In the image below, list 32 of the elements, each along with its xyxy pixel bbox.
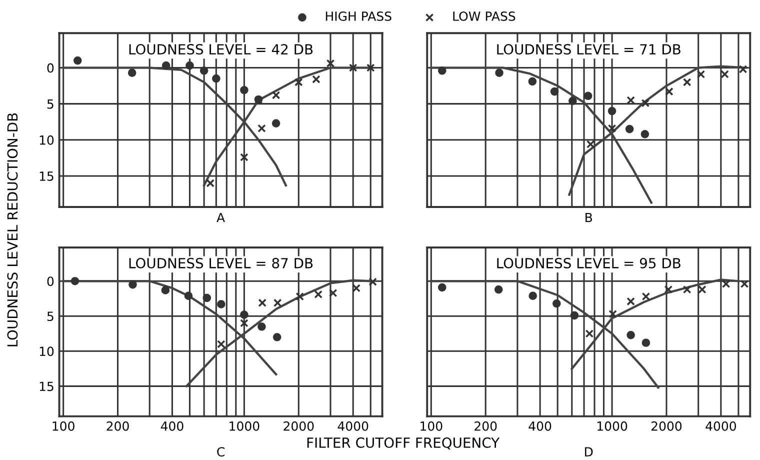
y-tick-label: 15 bbox=[40, 382, 54, 392]
x-tick-label: 200 bbox=[474, 421, 497, 431]
x-tick-label: 1000 bbox=[597, 421, 628, 431]
text: B bbox=[586, 212, 592, 222]
text: LOUDNESS LEVEL = 95 DB bbox=[497, 258, 680, 268]
x-tick-label: 100 bbox=[420, 421, 442, 431]
y-tick-label: 10 bbox=[40, 135, 54, 145]
x-axis-title: FILTER CUTOFF FREQUENCY bbox=[307, 437, 500, 450]
x-tick-label: 4000 bbox=[338, 421, 368, 431]
x-tick-label: 400 bbox=[528, 421, 552, 431]
x-tick-label: 400 bbox=[160, 421, 184, 431]
text: D bbox=[585, 447, 593, 456]
y-tick-label: 0 bbox=[47, 63, 54, 73]
y-axis-title: LOUDNESS LEVEL REDUCTION-DB bbox=[7, 113, 18, 346]
y-tick-label: 5 bbox=[47, 312, 54, 322]
x-tick-label: 100 bbox=[52, 421, 74, 431]
x-tick-label: 4000 bbox=[706, 421, 736, 431]
y-tick-label: 5 bbox=[47, 99, 54, 109]
text: LOUDNESS LEVEL = 71 DB bbox=[497, 44, 680, 55]
x-tick-label: 200 bbox=[106, 421, 129, 431]
x-tick-label: 2000 bbox=[651, 421, 682, 431]
x-tick-label: 2000 bbox=[284, 421, 314, 431]
legend-label: LOW PASS bbox=[453, 11, 516, 21]
text: A bbox=[216, 212, 225, 222]
x-tick-label: 1000 bbox=[230, 421, 260, 431]
text: LOUDNESS LEVEL = 42 DB bbox=[129, 44, 313, 55]
text: LOUDNESS LEVEL = 87 DB bbox=[129, 258, 313, 268]
y-tick-label: 0 bbox=[47, 276, 54, 286]
text: C bbox=[217, 447, 224, 457]
legend-label: HIGH PASS bbox=[326, 11, 392, 21]
y-tick-label: 10 bbox=[40, 346, 54, 356]
y-tick-label: 15 bbox=[40, 172, 54, 181]
